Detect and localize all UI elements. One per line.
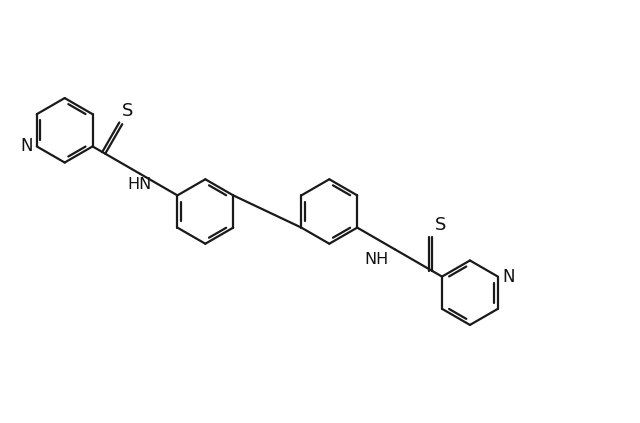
Text: S: S [122,102,133,120]
Text: N: N [20,137,33,155]
Text: HN: HN [128,177,152,192]
Text: S: S [435,217,446,234]
Text: N: N [502,268,515,286]
Text: NH: NH [364,253,388,267]
